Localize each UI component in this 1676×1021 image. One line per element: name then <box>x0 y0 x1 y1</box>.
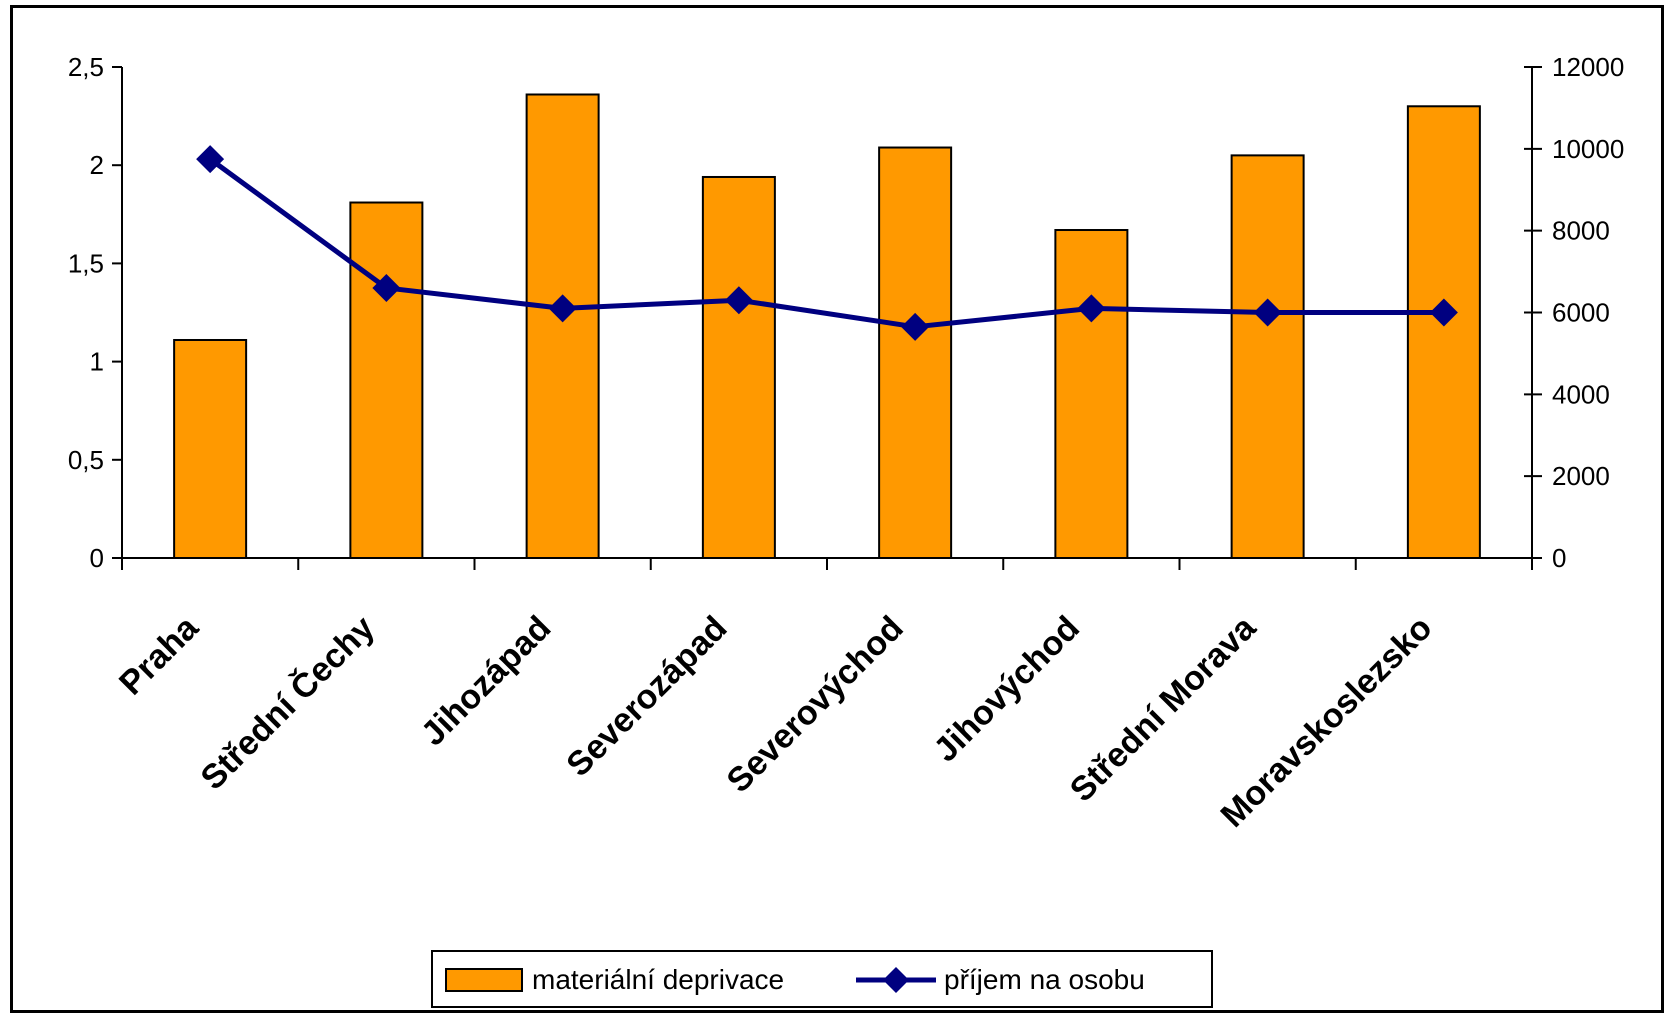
x-category-label: Jihozápad <box>414 609 558 753</box>
right-tick-label: 2000 <box>1552 461 1610 491</box>
bar-1 <box>173 338 248 559</box>
income-point-5 <box>901 312 930 341</box>
legend-box <box>431 950 1213 1008</box>
income-point-4 <box>724 286 753 315</box>
right-tick-label: 12000 <box>1552 52 1624 82</box>
x-category-label: Jihovýchod <box>927 609 1087 769</box>
left-tick-label: 0,5 <box>68 445 104 475</box>
chart-frame <box>10 5 1664 1013</box>
income-point-3 <box>548 294 577 323</box>
left-tick-label: 2 <box>90 150 104 180</box>
bar-2 <box>349 201 424 560</box>
legend-swatch-marker <box>883 967 909 993</box>
right-tick-label: 10000 <box>1552 134 1624 164</box>
legend-label-income: příjem na osobu <box>944 964 1145 995</box>
right-tick-label: 4000 <box>1552 379 1610 409</box>
income-point-1 <box>196 145 225 174</box>
income-point-6 <box>1077 294 1106 323</box>
income-line <box>208 157 1444 330</box>
x-category-label: Střední Čechy <box>193 608 382 797</box>
x-category-label: Severovýchod <box>720 609 911 800</box>
left-tick-label: 1 <box>90 347 104 377</box>
income-point-2 <box>372 273 401 302</box>
right-tick-label: 8000 <box>1552 216 1610 246</box>
x-category-label: Praha <box>112 608 206 702</box>
legend-swatch-bar <box>445 968 523 992</box>
income-point-8 <box>1429 298 1458 327</box>
right-tick-label: 6000 <box>1552 298 1610 328</box>
bar-5 <box>878 146 953 560</box>
left-tick-label: 1,5 <box>68 248 104 278</box>
x-category-label: Střední Morava <box>1063 608 1264 809</box>
bar-8 <box>1406 105 1481 559</box>
bar-7 <box>1230 154 1305 559</box>
left-tick-label: 2,5 <box>68 52 104 82</box>
bar-3 <box>525 93 600 559</box>
right-tick-label: 0 <box>1552 543 1566 573</box>
left-tick-label: 0 <box>90 543 104 573</box>
bar-6 <box>1054 229 1129 559</box>
bar-4 <box>701 175 776 559</box>
x-category-label: Severozápad <box>559 609 734 784</box>
income-point-7 <box>1253 298 1282 327</box>
legend-label-deprivation: materiální deprivace <box>532 964 784 995</box>
